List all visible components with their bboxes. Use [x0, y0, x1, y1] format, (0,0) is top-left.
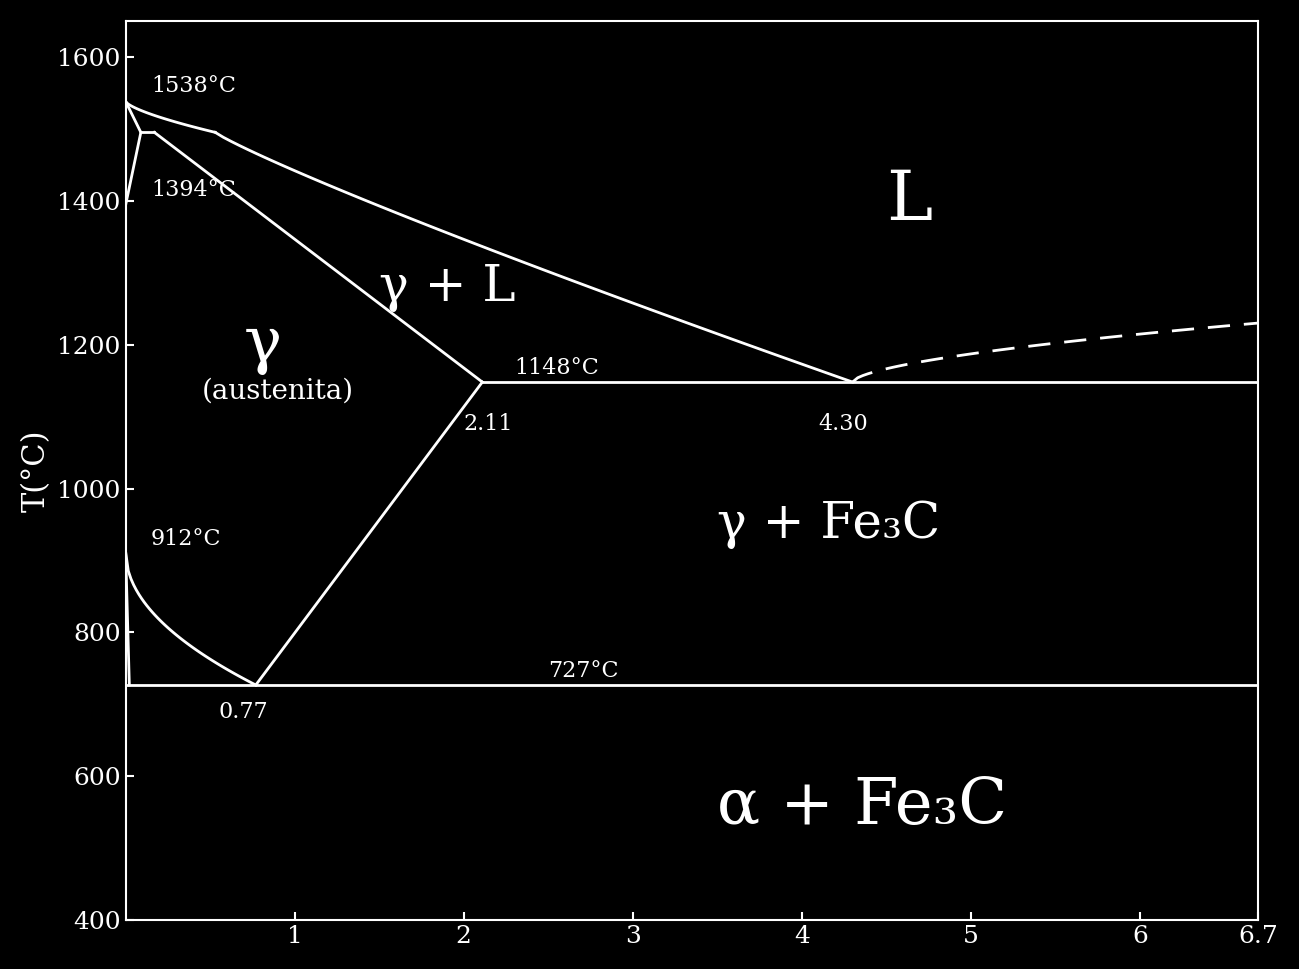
Text: 912°C: 912°C [151, 528, 222, 550]
Text: 0.77: 0.77 [218, 701, 268, 723]
Text: 727°C: 727°C [548, 660, 618, 681]
Text: 4.30: 4.30 [818, 413, 869, 435]
Text: 1148°C: 1148°C [514, 357, 599, 379]
Text: γ + L: γ + L [379, 263, 516, 312]
Text: γ: γ [244, 314, 282, 375]
Text: γ + Fe₃C: γ + Fe₃C [717, 500, 940, 549]
Text: 1538°C: 1538°C [151, 75, 236, 97]
Text: (austenita): (austenita) [201, 378, 353, 405]
Text: α + Fe₃C: α + Fe₃C [717, 774, 1008, 835]
Text: 1394°C: 1394°C [151, 179, 235, 201]
Text: 2.11: 2.11 [464, 413, 513, 435]
Text: L: L [886, 168, 933, 234]
Y-axis label: T(°C): T(°C) [21, 429, 52, 512]
